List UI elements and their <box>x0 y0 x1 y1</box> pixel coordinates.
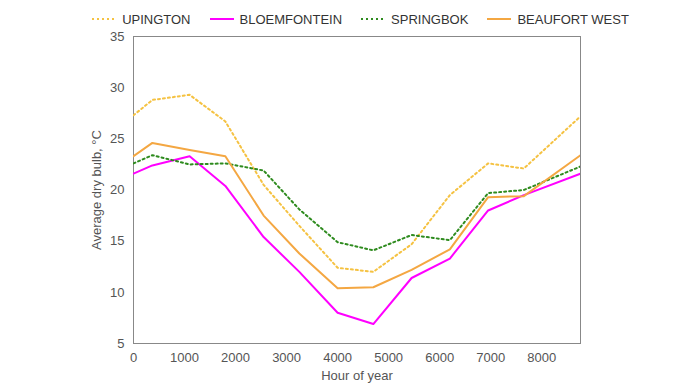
svg-text:35: 35 <box>110 30 124 44</box>
svg-text:5: 5 <box>117 336 124 351</box>
svg-text:4000: 4000 <box>323 350 352 365</box>
svg-text:5000: 5000 <box>374 350 403 365</box>
html-text:BEAUFORT WEST: BEAUFORT WEST <box>517 11 629 27</box>
svg-text:2000: 2000 <box>221 350 250 365</box>
svg-text:10: 10 <box>110 284 124 299</box>
svg-text:Average dry bulb, °C: Average dry bulb, °C <box>89 130 104 250</box>
html-text:BLOEMFONTEIN: BLOEMFONTEIN <box>239 11 343 27</box>
svg-text:8000: 8000 <box>527 350 556 365</box>
svg-text:1000: 1000 <box>170 350 199 365</box>
svg-text:7000: 7000 <box>476 350 505 365</box>
html-text:UPINGTON: UPINGTON <box>122 11 191 27</box>
svg-text:0: 0 <box>130 350 137 365</box>
svg-text:20: 20 <box>110 182 124 197</box>
svg-text:25: 25 <box>110 131 124 146</box>
html-text:SPRINGBOK: SPRINGBOK <box>391 11 469 27</box>
svg-text:30: 30 <box>110 80 124 95</box>
svg-text:3000: 3000 <box>272 350 301 365</box>
svg-text:6000: 6000 <box>425 350 454 365</box>
svg-text:15: 15 <box>110 233 124 248</box>
svg-text:Hour of year: Hour of year <box>321 368 393 383</box>
